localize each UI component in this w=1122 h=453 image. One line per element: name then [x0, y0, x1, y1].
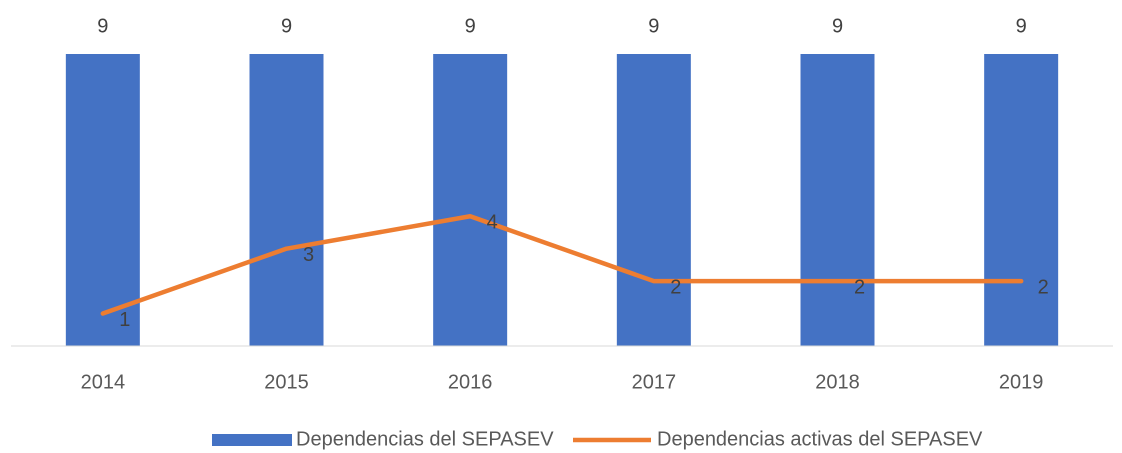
data-label: 1 — [119, 309, 130, 331]
data-label: 3 — [303, 244, 314, 266]
data-label: 9 — [648, 15, 659, 37]
x-tick-label: 2017 — [632, 371, 677, 393]
data-label: 9 — [97, 15, 108, 37]
line — [100, 213, 1024, 316]
data-label: 9 — [832, 15, 843, 37]
data-label: 9 — [465, 15, 476, 37]
bar — [616, 54, 691, 346]
x-tick-label: 2014 — [81, 371, 126, 393]
x-tick-label: 2016 — [448, 371, 493, 393]
legend-label: Dependencias activas del SEPASEV — [657, 428, 983, 450]
data-label: 2 — [854, 276, 865, 298]
x-tick-label: 2015 — [264, 371, 309, 393]
x-tick-label: 2019 — [999, 371, 1044, 393]
bar — [433, 54, 508, 346]
bar — [65, 54, 140, 346]
bar — [249, 54, 324, 346]
bar — [800, 54, 875, 346]
bar — [984, 54, 1059, 346]
data-label: 9 — [1016, 15, 1027, 37]
legend-swatch — [212, 434, 292, 446]
x-tick-label: 2018 — [815, 371, 860, 393]
data-label: 2 — [670, 276, 681, 298]
data-label: 4 — [487, 212, 498, 234]
legend-label: Dependencias del SEPASEV — [296, 428, 554, 450]
data-label: 2 — [1038, 276, 1049, 298]
data-label: 9 — [281, 15, 292, 37]
